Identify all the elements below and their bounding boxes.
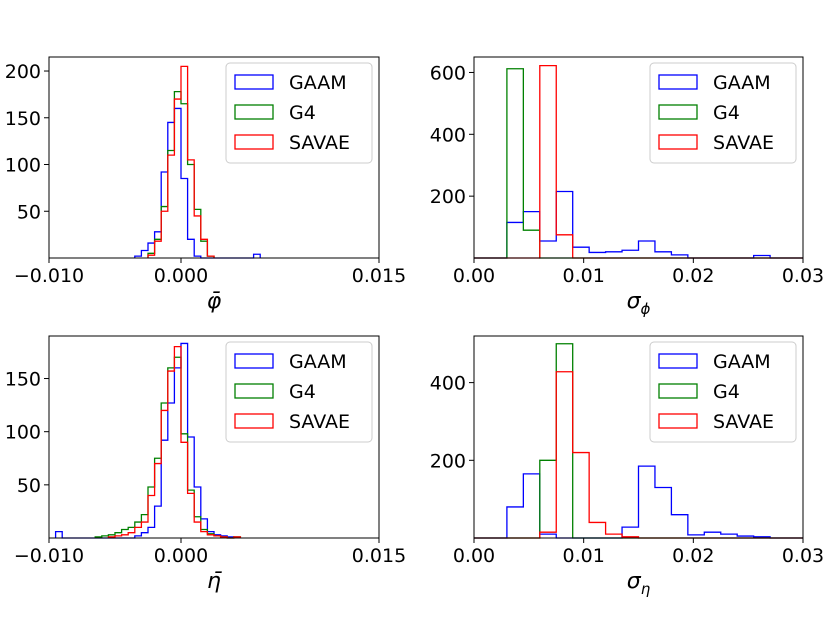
legend-swatch-g4 (234, 383, 274, 399)
legend-label-g4: G4 (289, 381, 316, 403)
y-tick-label: 200 (430, 450, 466, 472)
x-tick-label: 0.000 (154, 265, 208, 287)
x-tick-label: 0.01 (563, 545, 605, 567)
y-tick-label: 600 (430, 62, 466, 84)
legend-label-savae: SAVAE (713, 132, 774, 154)
y-tick-label: 150 (5, 108, 41, 130)
series-gaam-step (54, 342, 235, 539)
series-savae-step (107, 345, 242, 539)
legend-label-savae: SAVAE (289, 411, 350, 433)
x-axis-label: σϕ (627, 289, 651, 318)
y-tick-label: 100 (5, 422, 41, 444)
y-tick-label: 150 (5, 369, 41, 391)
legend-box (649, 62, 797, 164)
legend-swatch-savae (234, 134, 274, 150)
x-tick-label: 0.02 (672, 545, 714, 567)
chart-eta-sigma: 0.00 0.01 0.02 0.03 200 400 ση GAAM G4 SAVAE (430, 335, 824, 598)
x-axis-label: ση (627, 569, 651, 598)
legend-box (225, 62, 373, 164)
x-tick-label: 0.00 (453, 545, 495, 567)
y-tick-label: 400 (430, 124, 466, 146)
legend-swatch-gaam (234, 353, 274, 369)
legend-box (225, 341, 373, 443)
legend: GAAM G4 SAVAE (225, 62, 373, 164)
x-tick-label: 0.02 (672, 265, 714, 287)
x-tick-label: 0.03 (782, 545, 824, 567)
x-axis-label: φ̄ (207, 289, 222, 314)
legend-label-g4: G4 (289, 102, 316, 124)
legend-label-gaam: GAAM (289, 72, 347, 94)
plot-frame (473, 335, 804, 539)
x-tick-label: 0.01 (563, 265, 605, 287)
plot-frame (473, 56, 804, 259)
x-tick-label: 0.015 (352, 545, 406, 567)
legend-swatch-savae (658, 413, 698, 429)
chart-phi-mean: −0.010 0.000 0.015 50 100 150 200 φ̄ GAAM G4 SAVAE (5, 56, 406, 314)
x-axis-label: η̄ (207, 569, 222, 594)
series-savae-step (147, 65, 215, 258)
legend-swatch-savae (234, 413, 274, 429)
legend-box (649, 341, 797, 443)
chart-eta-mean: −0.010 0.000 0.015 50 100 150 η̄ GAAM G4 SAVAE (5, 335, 406, 594)
legend-swatch-gaam (234, 74, 274, 90)
legend-swatch-savae (658, 134, 698, 150)
legend-label-g4: G4 (713, 102, 740, 124)
x-tick-label: 0.015 (352, 265, 406, 287)
legend-swatch-gaam (658, 353, 698, 369)
y-tick-label: 50 (17, 201, 41, 223)
plot-frame (48, 56, 380, 259)
legend-label-savae: SAVAE (713, 411, 774, 433)
legend-swatch-g4 (658, 383, 698, 399)
legend: GAAM G4 SAVAE (225, 341, 373, 443)
y-tick-label: 400 (430, 373, 466, 395)
y-tick-label: 200 (5, 61, 41, 83)
legend-label-gaam: GAAM (289, 351, 347, 373)
legend-label-gaam: GAAM (713, 72, 771, 94)
legend-swatch-gaam (658, 74, 698, 90)
y-tick-label: 50 (17, 475, 41, 497)
legend: GAAM G4 SAVAE (649, 62, 797, 164)
legend-label-g4: G4 (713, 381, 740, 403)
legend-label-savae: SAVAE (289, 132, 350, 154)
x-tick-label: 0.00 (453, 265, 495, 287)
x-tick-label: 0.03 (782, 265, 824, 287)
x-tick-label: −0.010 (14, 545, 84, 567)
plot-frame (48, 335, 380, 539)
legend-label-gaam: GAAM (713, 351, 771, 373)
x-tick-label: 0.000 (154, 545, 208, 567)
y-tick-label: 100 (5, 155, 41, 177)
series-gaam-step (474, 465, 803, 539)
legend: GAAM G4 SAVAE (649, 341, 797, 443)
chart-phi-sigma: 0.00 0.01 0.02 0.03 200 400 600 σϕ GAAM G4 SAVAE (430, 56, 824, 318)
x-tick-label: −0.010 (14, 265, 84, 287)
legend-swatch-g4 (658, 104, 698, 120)
y-tick-label: 200 (430, 186, 466, 208)
legend-swatch-g4 (234, 104, 274, 120)
